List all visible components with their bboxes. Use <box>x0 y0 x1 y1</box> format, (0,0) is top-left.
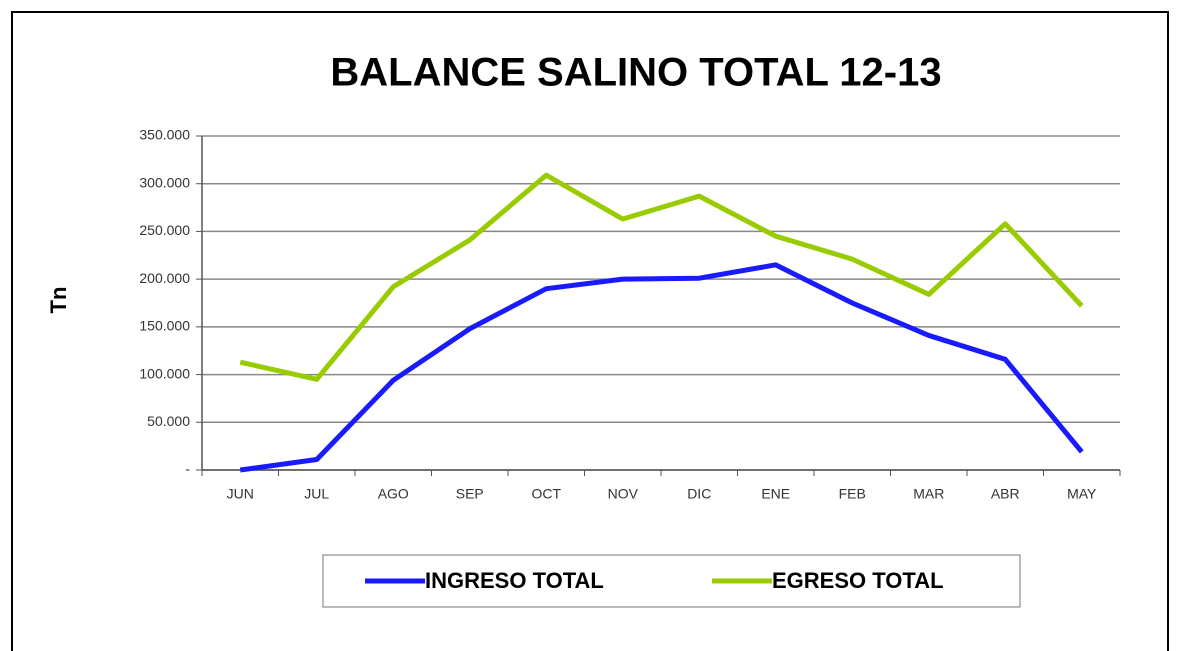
x-tick-label: DIC <box>687 486 711 502</box>
y-tick-label: 250.000 <box>139 222 190 238</box>
x-tick-label: MAY <box>1067 486 1097 502</box>
y-tick-label: 200.000 <box>139 270 190 286</box>
y-tick-label: 100.000 <box>139 365 190 381</box>
line-series <box>239 172 1084 382</box>
x-tick-label: ABR <box>991 486 1020 502</box>
x-tick-label: ENE <box>761 486 790 502</box>
x-tick-label: JUN <box>227 486 254 502</box>
y-tick-label: 350.000 <box>139 127 190 143</box>
line-series <box>239 262 1084 473</box>
y-tick-label: 50.000 <box>147 413 190 429</box>
y-tick-label: 300.000 <box>139 174 190 190</box>
x-tick-label: JUL <box>304 486 329 502</box>
y-axis-label: Tn <box>46 287 71 314</box>
x-tick-label: AGO <box>378 486 409 502</box>
x-tick-label: NOV <box>608 486 639 502</box>
chart-frame <box>11 11 1169 651</box>
legend-label: EGRESO TOTAL <box>772 568 944 593</box>
y-tick-label: - <box>185 461 190 477</box>
x-tick-label: SEP <box>456 486 484 502</box>
legend-box <box>322 554 1021 608</box>
x-tick-label: FEB <box>839 486 866 502</box>
legend-label: INGRESO TOTAL <box>425 568 604 593</box>
chart-title: BALANCE SALINO TOTAL 12-13 <box>330 51 941 95</box>
y-tick-label: 150.000 <box>139 318 190 334</box>
x-tick-label: OCT <box>531 486 561 502</box>
x-tick-label: MAR <box>913 486 944 502</box>
